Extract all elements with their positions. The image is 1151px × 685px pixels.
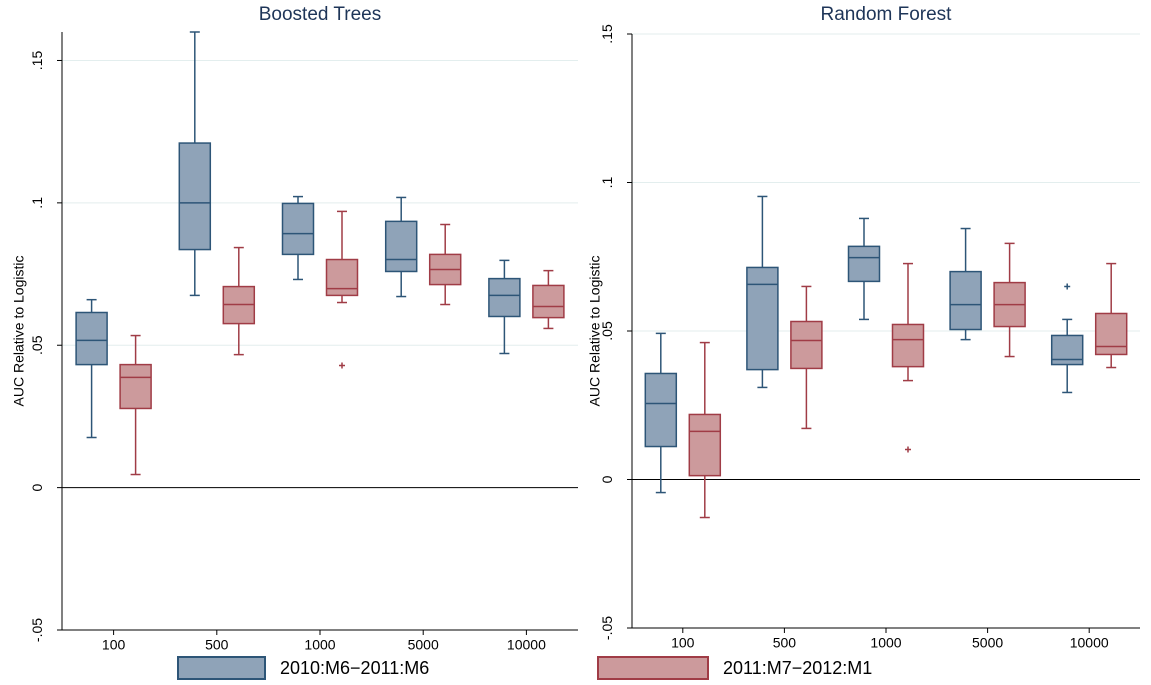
- chart-title: Boosted Trees: [259, 4, 382, 25]
- outlier: [1064, 283, 1071, 290]
- box: [178, 142, 212, 251]
- chart-title: Random Forest: [821, 4, 953, 25]
- box: [119, 363, 152, 410]
- box: [75, 311, 108, 366]
- box: [790, 320, 823, 370]
- y-tick-label: 0: [29, 484, 45, 492]
- x-tick-label: 100: [671, 635, 695, 651]
- legend-label: 2010:M6−2011:M6: [280, 658, 429, 678]
- x-tick-label: 1000: [870, 635, 901, 651]
- box: [891, 323, 925, 368]
- x-tick-label: 500: [205, 637, 229, 653]
- x-tick-label: 1000: [304, 637, 335, 653]
- box: [325, 258, 359, 297]
- box: [488, 277, 521, 318]
- box: [746, 266, 779, 371]
- legend-label: 2011:M7−2012:M1: [723, 658, 872, 678]
- y-tick-label: .05: [29, 335, 45, 355]
- box: [1094, 312, 1128, 356]
- y-tick-label: .1: [599, 176, 615, 188]
- y-tick-label: 0: [599, 475, 615, 483]
- box: [949, 270, 982, 331]
- y-tick-label: -.05: [29, 618, 45, 642]
- box: [281, 202, 315, 256]
- y-tick-label: .15: [29, 51, 45, 71]
- y-tick-label: .15: [599, 24, 615, 44]
- y-axis-label: AUC Relative to Logistic: [587, 256, 603, 407]
- y-tick-label: .1: [29, 197, 45, 209]
- x-tick-label: 10000: [507, 637, 546, 653]
- y-tick-label: .05: [599, 321, 615, 341]
- outlier: [339, 362, 345, 369]
- y-axis-label: AUC Relative to Logistic: [11, 256, 27, 407]
- x-tick-label: 100: [102, 637, 126, 653]
- x-tick-label: 5000: [408, 637, 439, 653]
- x-tick-label: 10000: [1070, 635, 1109, 651]
- box: [532, 284, 565, 319]
- legend-swatch: [177, 656, 266, 680]
- box: [644, 372, 678, 448]
- box: [384, 220, 418, 273]
- y-tick-label: -.05: [599, 616, 615, 640]
- x-tick-label: 500: [773, 635, 797, 651]
- box: [688, 413, 722, 477]
- legend-swatch: [597, 656, 709, 680]
- outlier: [905, 446, 911, 453]
- box: [847, 245, 881, 283]
- x-tick-label: 5000: [972, 635, 1003, 651]
